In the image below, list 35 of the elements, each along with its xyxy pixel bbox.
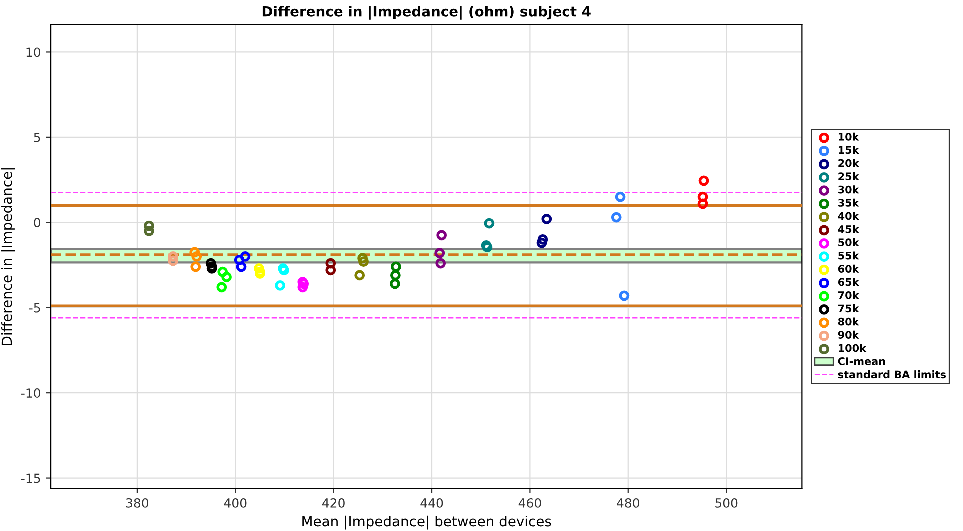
legend-label: 30k (838, 186, 860, 194)
legend-label: 15k (838, 146, 860, 154)
y-tick-label: 10 (26, 48, 40, 58)
y-tick-label: -15 (22, 474, 40, 484)
x-tick-label: 460 (518, 498, 542, 508)
x-tick-label: 480 (617, 498, 640, 508)
legend-label: 100k (838, 344, 867, 352)
legend-label: 55k (838, 252, 860, 260)
chart-title: Difference in |Impedance| (ohm) subject 4 (262, 6, 591, 20)
legend-label: 70k (838, 291, 860, 300)
legend-label: 60k (838, 264, 860, 273)
legend-label: 90k (838, 330, 860, 339)
y-tick-label: -10 (22, 388, 40, 398)
legend-label: 10k (838, 132, 860, 141)
legend-label: 40k (838, 212, 860, 220)
x-tick-label: 420 (322, 498, 345, 508)
legend-label: 20k (838, 159, 860, 168)
y-tick-label: -5 (29, 304, 40, 313)
legend-label: 35k (838, 198, 860, 207)
legend-label: 80k (838, 318, 860, 326)
y-tick-label: 0 (34, 218, 40, 228)
legend-label: CI-mean (838, 358, 886, 366)
legend-label: 25k (838, 172, 860, 181)
x-tick-label: 400 (224, 498, 247, 508)
legend-label: standard BA limits (838, 370, 946, 379)
x-axis-title: Mean |Impedance| between devices (302, 516, 552, 530)
x-tick-label: 500 (716, 498, 738, 508)
y-axis-title: Difference in |Impedance| (1, 168, 16, 346)
legend-label: 75k (838, 304, 860, 313)
y-tick-label: 5 (34, 133, 40, 142)
legend-label: 45k (838, 225, 860, 234)
legend-label: 65k (838, 278, 860, 286)
x-tick-label: 380 (126, 498, 149, 508)
legend-label: 50k (838, 238, 860, 247)
x-tick-label: 440 (420, 498, 444, 508)
